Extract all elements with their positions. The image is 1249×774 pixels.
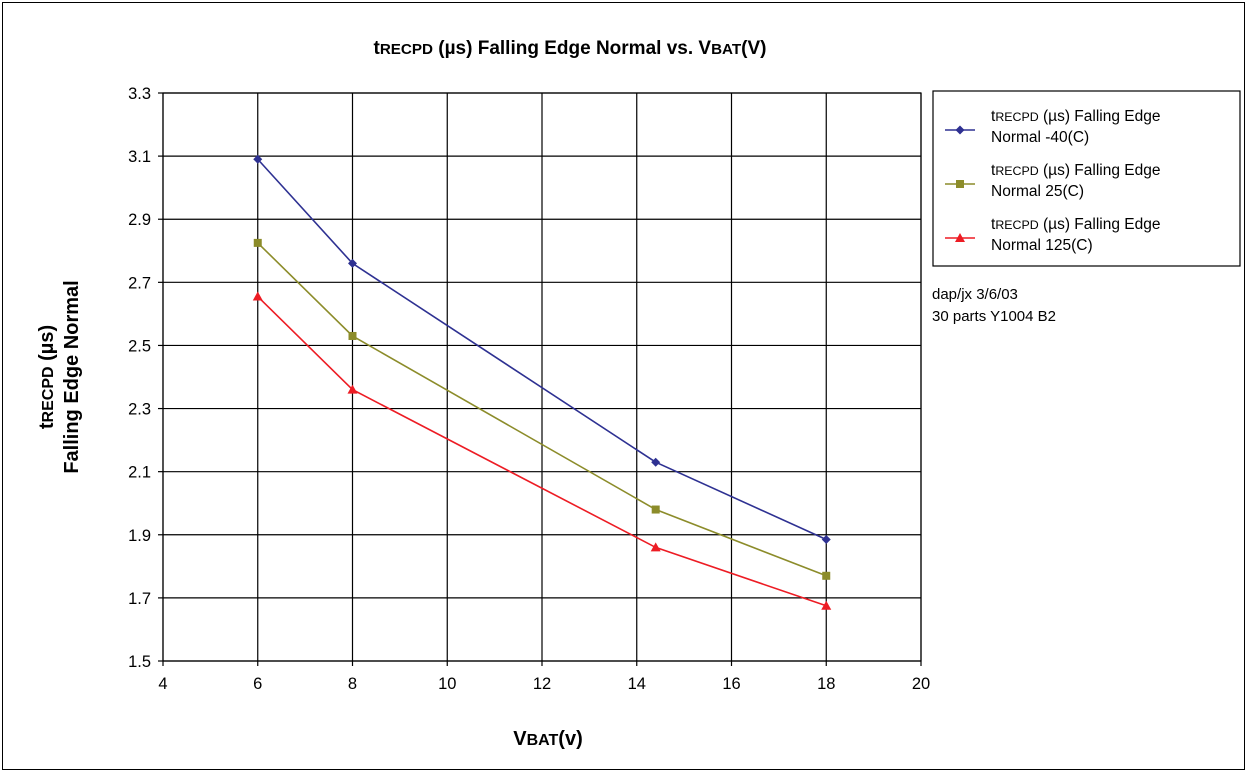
x-tick-label: 12 <box>533 675 551 693</box>
y-tick-label: 1.5 <box>128 653 151 671</box>
plot-area-border <box>162 92 922 662</box>
x-tick-label: 16 <box>722 675 740 693</box>
data-point <box>348 258 357 268</box>
legend-swatch-marker <box>955 233 965 242</box>
annotation-date: dap/jx 3/6/03 <box>932 286 1018 303</box>
data-point <box>253 154 263 164</box>
legend-label-line2: Normal 125(C) <box>991 237 1093 254</box>
x-axis-label: VBAT(v) <box>513 728 583 750</box>
series-2 <box>252 291 832 610</box>
series-layer <box>252 154 832 610</box>
y-axis-label-line2: Falling Edge Normal <box>61 280 83 473</box>
legend-box <box>932 90 1241 267</box>
y-tick-label: 2.1 <box>128 464 151 482</box>
data-point <box>252 291 263 301</box>
legend-label-line1: tRECPD (µs) Falling Edge <box>991 108 1160 125</box>
data-point <box>821 600 832 610</box>
series-0 <box>253 154 831 545</box>
y-tick-label: 2.3 <box>128 401 151 419</box>
y-tick-label: 3.1 <box>128 148 151 166</box>
chart-canvas: tRECPD (µs) Falling Edge Normal vs. VBAT… <box>36 38 1241 750</box>
y-axis-ticks: 1.5 1.7 1.9 2.1 2.3 2.5 2.7 2.9 3.1 3.3 <box>128 85 151 671</box>
x-tick-label: 20 <box>912 675 930 693</box>
data-point <box>651 505 660 514</box>
legend-label-line2: Normal -40(C) <box>991 129 1089 146</box>
y-tick-label: 2.7 <box>128 274 151 292</box>
legend-item-2: tRECPD (µs) Falling Edge Normal 125(C) <box>945 216 1160 254</box>
y-tick-label: 1.9 <box>128 527 151 545</box>
legend-swatch-marker <box>955 125 965 135</box>
grid <box>158 92 922 666</box>
series-line <box>257 158 827 541</box>
x-tick-label: 18 <box>817 675 835 693</box>
series-1 <box>253 238 831 580</box>
y-tick-label: 2.9 <box>128 211 151 229</box>
data-point <box>253 238 262 247</box>
x-tick-label: 10 <box>438 675 456 693</box>
legend-label-line1: tRECPD (µs) Falling Edge <box>991 216 1160 233</box>
y-tick-label: 2.5 <box>128 337 151 355</box>
x-tick-label: 6 <box>253 675 262 693</box>
legend-swatch-marker <box>956 180 964 188</box>
data-point <box>651 457 661 467</box>
legend-label-line1: tRECPD (µs) Falling Edge <box>991 162 1160 179</box>
data-point <box>347 384 358 394</box>
x-tick-label: 8 <box>348 675 357 693</box>
data-point <box>650 542 661 552</box>
y-tick-label: 3.3 <box>128 85 151 103</box>
series-line <box>257 295 827 607</box>
data-point <box>821 535 831 545</box>
x-tick-label: 14 <box>628 675 646 693</box>
legend-item-1: tRECPD (µs) Falling Edge Normal 25(C) <box>945 162 1160 200</box>
y-tick-label: 1.7 <box>128 590 151 608</box>
x-axis-ticks: 4 6 8 10 12 14 16 18 20 <box>158 675 930 693</box>
y-axis-label-line1: tRECPD (µs) <box>36 325 58 429</box>
series-line <box>257 242 827 577</box>
data-point <box>822 571 831 580</box>
annotation-parts: 30 parts Y1004 B2 <box>932 308 1056 325</box>
legend-label-line2: Normal 25(C) <box>991 183 1084 200</box>
chart-title: tRECPD (µs) Falling Edge Normal vs. VBAT… <box>374 38 767 59</box>
data-point <box>348 331 357 340</box>
y-axis-label: tRECPD (µs) Falling Edge Normal <box>36 280 83 473</box>
x-tick-label: 4 <box>158 675 167 693</box>
legend-item-0: tRECPD (µs) Falling Edge Normal -40(C) <box>945 108 1160 146</box>
